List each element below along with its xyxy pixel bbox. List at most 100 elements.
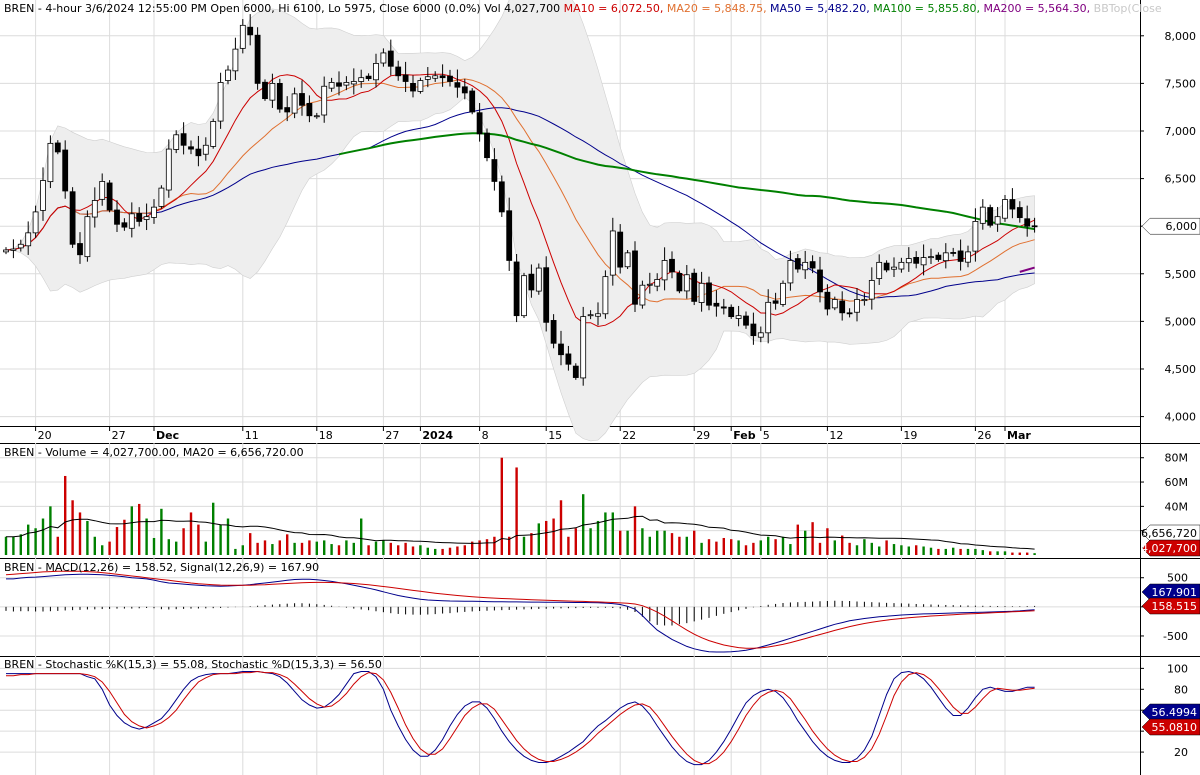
candle [609, 217, 616, 286]
candle-body [195, 148, 202, 157]
volume-tick-label: 60M [1165, 476, 1189, 489]
volume-bar [522, 536, 526, 555]
candle [950, 247, 957, 257]
candle-body [40, 180, 46, 211]
volume-bar [892, 544, 896, 555]
candle-body [757, 332, 764, 338]
candle [587, 310, 594, 320]
candle [410, 75, 416, 98]
candle-body [861, 299, 868, 302]
volume-bar [656, 530, 659, 555]
candle [276, 78, 283, 113]
candle [239, 19, 246, 54]
candle [691, 268, 698, 306]
candle-body [69, 191, 76, 245]
candle-body [891, 266, 897, 270]
badge-shape [1141, 524, 1200, 542]
price-panel[interactable]: 8,000 7,500 7,000 6,500 6,000 5,500 5,000 4,500… [0, 0, 1196, 442]
candle-body [950, 252, 957, 254]
candle-body [1009, 199, 1016, 210]
volume-bar [448, 547, 452, 555]
candle [17, 239, 24, 252]
legend-item: MA200 = 5,564.30, [980, 2, 1090, 15]
candle [987, 204, 994, 228]
volume-bar [929, 547, 933, 555]
candle-body [987, 207, 994, 226]
candle-body [558, 343, 564, 356]
candle-body [439, 75, 446, 79]
candle [143, 203, 150, 231]
legend-item: BREN - 4-hour 3/6/2024 12:55:00 PM Open … [4, 2, 560, 15]
stochastic-d-line [6, 670, 1035, 765]
candle-body [535, 267, 542, 292]
volume-bar [545, 520, 548, 555]
price-tick-label: 7,000 [1165, 125, 1197, 138]
price-legend: BREN - 4-hour 3/6/2024 12:55:00 PM Open … [4, 2, 1162, 15]
candle-body [232, 48, 239, 72]
candlesticks [3, 14, 1038, 386]
volume-panel[interactable]: 80M60M40M20M BREN - Volume = 4,027,700.0… [0, 443, 1188, 558]
candle [750, 312, 757, 345]
volume-bar [870, 542, 873, 555]
volume-bar [855, 545, 859, 555]
candle [395, 60, 402, 81]
candle [350, 68, 357, 95]
candle [713, 290, 720, 317]
volume-bar [907, 546, 910, 555]
macd-axis: 5000-500 [1140, 572, 1188, 643]
date-tick-label: Feb [733, 429, 756, 442]
candle-body [402, 74, 409, 82]
volume-bar [115, 527, 119, 555]
candle-body [114, 209, 120, 225]
candle-body [269, 82, 276, 101]
legend-text: BREN - Stochastic %K(15,3) = 55.08, Stoc… [4, 658, 382, 671]
volume-bar [922, 546, 925, 555]
candle [136, 207, 143, 227]
candle-body [824, 291, 831, 310]
candle [654, 273, 661, 292]
candle-body [47, 142, 54, 183]
candle-body [513, 261, 520, 317]
date-tick-label: 27 [112, 429, 126, 442]
volume-bar [804, 530, 807, 555]
candle-body [469, 90, 476, 113]
volume-bar [1033, 553, 1036, 555]
candle-body [639, 284, 646, 306]
volume-bar [1003, 551, 1007, 555]
candle-body [735, 315, 742, 319]
candle-body [1031, 225, 1038, 228]
candle [225, 65, 231, 85]
volume-bar [781, 536, 785, 555]
candle-body [350, 81, 357, 85]
candle [498, 175, 505, 217]
badge-shape [1141, 217, 1200, 235]
candle-body [802, 261, 809, 271]
volume-bar [648, 536, 651, 555]
macd-panel[interactable]: 5000-500 BREN - MACD(12,26) = 158.52, Si… [0, 558, 1188, 656]
badge-text: 167.901 [1152, 586, 1198, 599]
candle-body [979, 206, 986, 224]
volume-bar [944, 548, 947, 555]
candle-body [217, 82, 224, 122]
badge-shape [1141, 703, 1200, 721]
volume-bar [234, 548, 237, 555]
volume-bar [256, 542, 259, 555]
candle [646, 272, 653, 294]
candle-body [928, 256, 934, 259]
candle [780, 280, 786, 307]
candle [299, 80, 305, 116]
candle-body [306, 102, 313, 117]
candle [291, 87, 298, 119]
volume-bar [463, 545, 466, 555]
volume-bar [478, 540, 481, 555]
candle-body [506, 210, 513, 261]
volume-bar [263, 540, 267, 555]
candle [994, 206, 1001, 232]
date-tick-label: 18 [319, 429, 333, 442]
volume-bar [833, 540, 836, 555]
candle-body [521, 275, 527, 317]
stochastic-tick-label: 100 [1167, 662, 1188, 675]
candle [432, 71, 439, 82]
candle-body [920, 257, 927, 266]
volume-bar [974, 548, 977, 555]
